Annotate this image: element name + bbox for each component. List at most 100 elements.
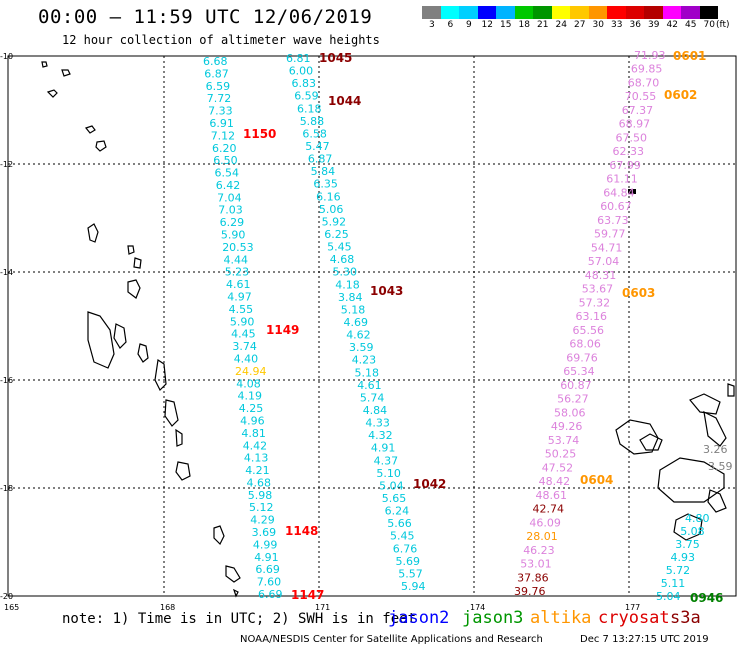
extra-value: 3.59 [708, 460, 733, 473]
track-value: 65.34 [563, 365, 595, 378]
track-value: 4.68 [247, 476, 272, 489]
legend-cryosat: cryosat [598, 608, 670, 628]
island-coastline [133, 257, 142, 269]
track-value: 4.81 [241, 427, 266, 440]
track-value: 42.74 [533, 503, 565, 516]
track-value: 6.54 [215, 167, 240, 180]
track-value: 54.71 [591, 241, 623, 254]
track-value: 5.18 [341, 303, 366, 316]
track-value: 6.59 [206, 80, 231, 93]
time-label: 1042 [413, 477, 446, 491]
lon-label: 177 [625, 603, 640, 612]
colorbar-label: 24 [555, 20, 567, 30]
track-value: 6.69 [258, 588, 283, 601]
track-value: 4.61 [357, 379, 382, 392]
track-value: 56.27 [557, 393, 589, 406]
track-value: 4.29 [250, 514, 274, 527]
track-value: 6.69 [255, 563, 280, 576]
track-value: 58.06 [554, 406, 586, 419]
track-value: 4.99 [253, 538, 278, 551]
lat-label: -12 [0, 160, 13, 169]
island-coastline [639, 433, 663, 451]
track-value: 48.42 [539, 475, 571, 488]
legend-jason2: jason2 [388, 608, 450, 628]
track-value: 59.77 [594, 228, 626, 241]
track-value: 70.55 [625, 90, 657, 103]
track-value: 4.69 [344, 316, 369, 329]
track-value: 6.59 [294, 90, 319, 103]
island-coastline [673, 513, 703, 541]
track-value: 5.72 [666, 564, 691, 577]
colorbar-swatch [496, 6, 515, 19]
track-value: 4.33 [365, 417, 390, 430]
track-value: 69.76 [566, 351, 598, 364]
colorbar-swatch [477, 6, 496, 19]
map-frame [7, 55, 737, 597]
island-coastline [164, 399, 179, 427]
track-value: 4.23 [352, 354, 377, 367]
track-value: 6.35 [313, 178, 338, 191]
track-value: 6.83 [292, 77, 317, 90]
colorbar-label: 39 [648, 20, 660, 30]
track-value: 5.84 [311, 165, 336, 178]
track-value: 63.16 [576, 310, 608, 323]
track-value: 5.45 [390, 530, 415, 543]
track-value: 48.61 [536, 489, 568, 502]
legend-jason3: jason3 [462, 608, 524, 628]
track-value: 6.87 [204, 67, 229, 80]
colorbar-label: 9 [466, 20, 472, 30]
map-subtitle: 12 hour collection of altimeter wave hei… [62, 33, 380, 47]
colorbar-label: 42 [666, 20, 678, 30]
lat-label: -20 [0, 592, 13, 601]
track-value: 6.87 [308, 153, 333, 166]
colorbar-swatch [551, 6, 570, 19]
track-value: 5.10 [376, 467, 401, 480]
track-value: 49.26 [551, 420, 583, 433]
track-value: 6.42 [216, 179, 241, 192]
track-value: 5.30 [333, 266, 358, 279]
lat-label: -14 [0, 268, 13, 277]
track-value: 4.40 [234, 353, 259, 366]
colorbar-swatch [588, 6, 607, 19]
track-value: 67.99 [609, 159, 641, 172]
track-value: 3.84 [338, 291, 363, 304]
track-value: 5.11 [661, 577, 686, 590]
track-value: 63.73 [597, 214, 629, 227]
note-text: note: 1) Time is in UTC; 2) SWH is in fe… [62, 611, 417, 627]
track-value: 46.23 [523, 544, 555, 557]
track-value: 6.58 [302, 127, 327, 140]
island-coastline [113, 323, 127, 349]
colorbar-swatch [662, 6, 681, 19]
track-value: 4.80 [685, 512, 710, 525]
colorbar-label: 33 [611, 20, 623, 30]
track-value: 5.57 [398, 567, 423, 580]
colorbar-label: 70 [703, 20, 715, 30]
island-coastline [213, 525, 225, 546]
island-coastline [703, 410, 727, 447]
island-coastline [689, 393, 721, 415]
track-value: 5.66 [387, 517, 412, 530]
track-value: 67.50 [616, 132, 648, 145]
time-label: 1044 [328, 94, 361, 108]
colorbar-label: 15 [500, 20, 512, 30]
island-coastline [127, 279, 141, 299]
colorbar-label: 36 [629, 20, 641, 30]
track-value: 6.18 [297, 102, 322, 115]
island-coastline [657, 457, 725, 503]
track-value: 68.97 [619, 118, 651, 131]
lon-label: 171 [315, 603, 330, 612]
track-value: 7.12 [211, 129, 236, 142]
track-value: 4.32 [368, 429, 393, 442]
colorbar-swatch [644, 6, 663, 19]
track-value: 65.56 [573, 324, 605, 337]
track-value: 6.00 [289, 65, 314, 78]
track-value: 7.60 [257, 576, 282, 589]
time-label: 0946 [690, 591, 723, 605]
track-value: 6.81 [286, 52, 311, 65]
island-coastline [87, 223, 99, 243]
track-value: 5.12 [249, 501, 274, 514]
track-value: 4.13 [244, 452, 269, 465]
track-value: 4.91 [254, 551, 279, 564]
time-label: 0602 [664, 88, 697, 102]
time-label: 1043 [370, 284, 403, 298]
